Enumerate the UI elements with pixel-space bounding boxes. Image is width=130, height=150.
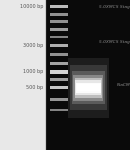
Text: 10000 bp: 10000 bp xyxy=(20,4,43,9)
Text: 500 bp: 500 bp xyxy=(26,85,43,90)
Bar xyxy=(50,28,68,31)
Bar xyxy=(50,70,68,74)
Bar xyxy=(77,84,100,91)
Bar xyxy=(50,98,68,101)
Bar xyxy=(72,71,105,104)
Bar xyxy=(50,13,68,16)
Text: 1000 bp: 1000 bp xyxy=(23,69,43,75)
Bar xyxy=(50,61,68,64)
Bar xyxy=(50,78,68,81)
Bar xyxy=(50,86,68,89)
Bar xyxy=(75,80,101,95)
Text: NaCMCS St: NaCMCS St xyxy=(117,84,130,87)
Bar xyxy=(0,0,46,150)
Bar xyxy=(50,109,68,111)
Text: 5.0XMCS Stage: 5.0XMCS Stage xyxy=(99,5,130,9)
Bar xyxy=(76,82,101,93)
Bar xyxy=(50,36,68,38)
Bar xyxy=(50,44,68,47)
Bar xyxy=(75,78,102,98)
Text: 5.0XMCS Stage: 5.0XMCS Stage xyxy=(99,40,130,44)
Bar xyxy=(73,75,103,100)
Bar xyxy=(46,0,130,150)
Text: 3000 bp: 3000 bp xyxy=(23,43,43,48)
Bar xyxy=(50,20,68,23)
Bar xyxy=(50,53,68,56)
Bar xyxy=(50,5,68,8)
Bar xyxy=(68,58,109,118)
Bar xyxy=(70,65,107,110)
